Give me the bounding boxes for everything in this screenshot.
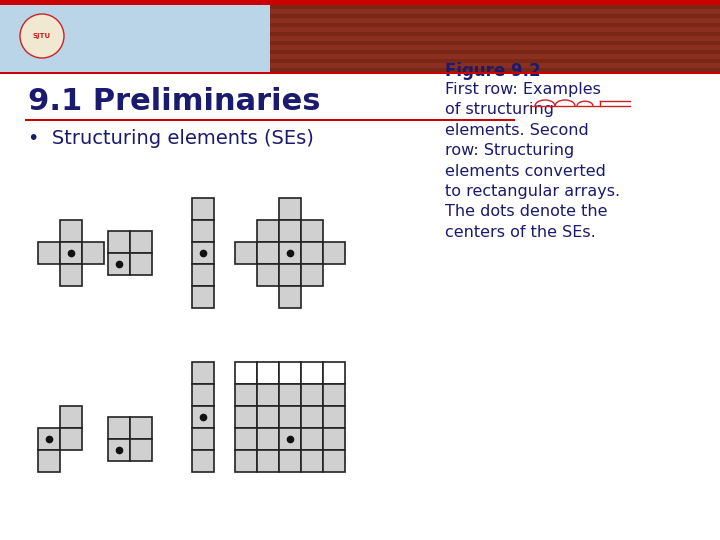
Bar (323, 384, 345, 406)
Bar (192, 406, 214, 428)
Bar (130, 439, 152, 461)
Bar (270, 31, 720, 36)
Bar (60, 406, 82, 428)
Bar (257, 384, 279, 406)
Bar (279, 428, 301, 450)
Bar (279, 384, 301, 406)
Bar (270, 23, 720, 27)
Bar (108, 417, 130, 439)
Bar (25, 119, 515, 121)
Bar (279, 242, 301, 264)
Text: 9.1 Preliminaries: 9.1 Preliminaries (28, 87, 320, 116)
Bar (323, 362, 345, 384)
Bar (235, 242, 257, 264)
Bar (192, 428, 214, 450)
Bar (257, 220, 279, 242)
Bar (301, 264, 323, 286)
Bar (270, 58, 720, 63)
Bar (279, 220, 301, 242)
Bar (323, 406, 345, 428)
Bar (323, 242, 345, 264)
Text: Figure 9.2: Figure 9.2 (445, 62, 541, 80)
Circle shape (20, 14, 64, 58)
Bar (235, 406, 257, 428)
Bar (38, 450, 60, 472)
Bar (270, 14, 720, 18)
Bar (279, 264, 301, 286)
Bar (301, 406, 323, 428)
Bar (257, 242, 279, 264)
Bar (301, 428, 323, 450)
Bar (192, 362, 214, 384)
Bar (279, 450, 301, 472)
Bar (38, 428, 60, 450)
Bar (301, 384, 323, 406)
Bar (301, 362, 323, 384)
Bar (323, 450, 345, 472)
Bar (130, 231, 152, 253)
Bar (192, 242, 214, 264)
Bar (257, 450, 279, 472)
Bar (82, 242, 104, 264)
Bar (323, 428, 345, 450)
Bar (270, 50, 720, 54)
Bar (257, 264, 279, 286)
Bar (60, 428, 82, 450)
Bar (192, 384, 214, 406)
Bar (192, 450, 214, 472)
Bar (192, 198, 214, 220)
Bar (279, 286, 301, 308)
Bar (0, 72, 720, 74)
Bar (60, 220, 82, 242)
Bar (270, 4, 720, 9)
Bar (192, 264, 214, 286)
Bar (192, 220, 214, 242)
Bar (257, 362, 279, 384)
Bar (60, 264, 82, 286)
Bar (301, 450, 323, 472)
Bar (130, 417, 152, 439)
Bar (0, 0, 720, 5)
Bar (130, 253, 152, 275)
Bar (108, 231, 130, 253)
Bar (270, 0, 720, 72)
Text: First row: Examples
of structuring
elements. Second
row: Structuring
elements co: First row: Examples of structuring eleme… (445, 82, 620, 240)
Bar (235, 362, 257, 384)
Text: •  Structuring elements (SEs): • Structuring elements (SEs) (28, 129, 314, 148)
Bar (108, 253, 130, 275)
Bar (279, 198, 301, 220)
Bar (257, 406, 279, 428)
Bar (257, 428, 279, 450)
Bar (235, 428, 257, 450)
Bar (279, 362, 301, 384)
Bar (0, 0, 720, 72)
Bar (108, 439, 130, 461)
Text: SJTU: SJTU (33, 33, 51, 39)
Bar (38, 242, 60, 264)
Bar (235, 450, 257, 472)
Bar (235, 384, 257, 406)
Bar (301, 220, 323, 242)
Bar (270, 68, 720, 72)
Bar (301, 242, 323, 264)
Bar (279, 406, 301, 428)
Bar (60, 242, 82, 264)
Bar (270, 40, 720, 45)
Bar (192, 286, 214, 308)
